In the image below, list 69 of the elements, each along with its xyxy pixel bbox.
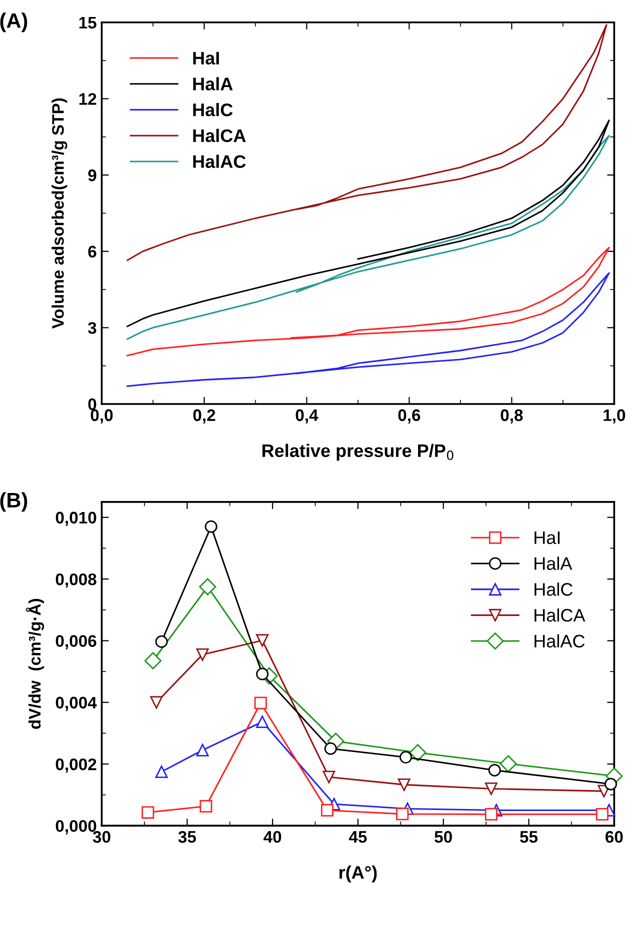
point: [488, 764, 501, 776]
legend-label: HaI: [534, 532, 560, 544]
point: [150, 696, 163, 709]
point: [409, 744, 426, 762]
point: [398, 778, 410, 791]
point: [256, 716, 269, 728]
point: [142, 806, 154, 819]
point: [596, 808, 608, 821]
point: [396, 808, 409, 820]
y-axis-title: Volume adsorbed(cm³/g STP): [52, 98, 68, 329]
x-axis-title: r(A°): [339, 866, 377, 882]
legend-label: HaI: [193, 52, 219, 65]
x-tick-label: 0,2: [193, 409, 216, 424]
y-tick-label: 3: [88, 322, 96, 334]
legend-label: HalCA: [534, 608, 586, 622]
y-tick-label: 12: [79, 93, 96, 105]
x-tick-label: 35: [178, 831, 196, 843]
point: [500, 755, 517, 772]
y-tick-label: 9: [88, 169, 96, 182]
chart-title: (A): [0, 12, 28, 32]
x-tick-label: 40: [264, 831, 282, 843]
legend-label: HalA: [534, 556, 572, 570]
line-series: [126, 24, 608, 262]
y-tick-label: 0,010: [56, 512, 96, 526]
y-axis-title: dV/dw (cm³/g·Å): [26, 598, 44, 729]
point: [204, 520, 218, 533]
legend-label: HalCA: [193, 128, 246, 142]
y-tick-label: 0,008: [56, 573, 96, 588]
line-series: [126, 272, 610, 387]
point: [144, 652, 162, 670]
legend-label: HalA: [193, 77, 233, 90]
x-tick-label: 55: [520, 831, 538, 843]
y-tick-label: 0,004: [56, 696, 97, 711]
legend-label: HalC: [534, 582, 573, 596]
x-tick-label: 0,6: [398, 409, 420, 424]
y-tick-label: 6: [88, 246, 96, 258]
y-tick-label: 0,006: [56, 635, 96, 650]
x-tick-label: 0,4: [296, 409, 318, 424]
line-series: [126, 246, 610, 356]
x-tick-label: 60: [606, 831, 623, 843]
legend-label: HalAC: [193, 154, 246, 168]
legend-label: HalAC: [534, 634, 585, 648]
point: [256, 634, 269, 647]
point: [199, 578, 216, 596]
point: [196, 744, 209, 756]
point: [604, 778, 618, 790]
point: [200, 800, 212, 813]
x-tick-label: 45: [348, 831, 367, 843]
y-tick-label: 0,002: [56, 758, 96, 773]
x-axis-title: Relative pressure P/P$_{0}$: [262, 444, 454, 461]
x-tick-label: 50: [434, 831, 452, 843]
x-tick-label: 0,0: [90, 409, 113, 424]
legend-label: HalC: [193, 103, 233, 116]
point: [155, 635, 168, 648]
point: [155, 765, 168, 778]
point: [484, 782, 498, 795]
point: [196, 648, 209, 661]
chart-title: (B): [0, 492, 28, 512]
point: [320, 804, 334, 817]
point: [484, 808, 498, 821]
point: [400, 751, 412, 764]
y-tick-label: 15: [79, 16, 96, 29]
point: [256, 668, 269, 680]
x-tick-label: 1,0: [604, 409, 626, 424]
y-tick-label: 0: [88, 398, 96, 410]
point: [322, 770, 336, 784]
x-tick-label: 0,8: [500, 409, 523, 424]
point: [254, 696, 267, 710]
point: [324, 742, 337, 755]
